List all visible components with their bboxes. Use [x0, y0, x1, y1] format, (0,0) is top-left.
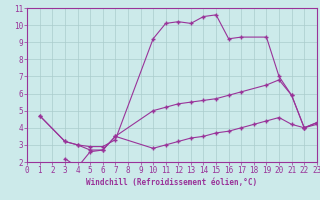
X-axis label: Windchill (Refroidissement éolien,°C): Windchill (Refroidissement éolien,°C): [86, 178, 258, 187]
